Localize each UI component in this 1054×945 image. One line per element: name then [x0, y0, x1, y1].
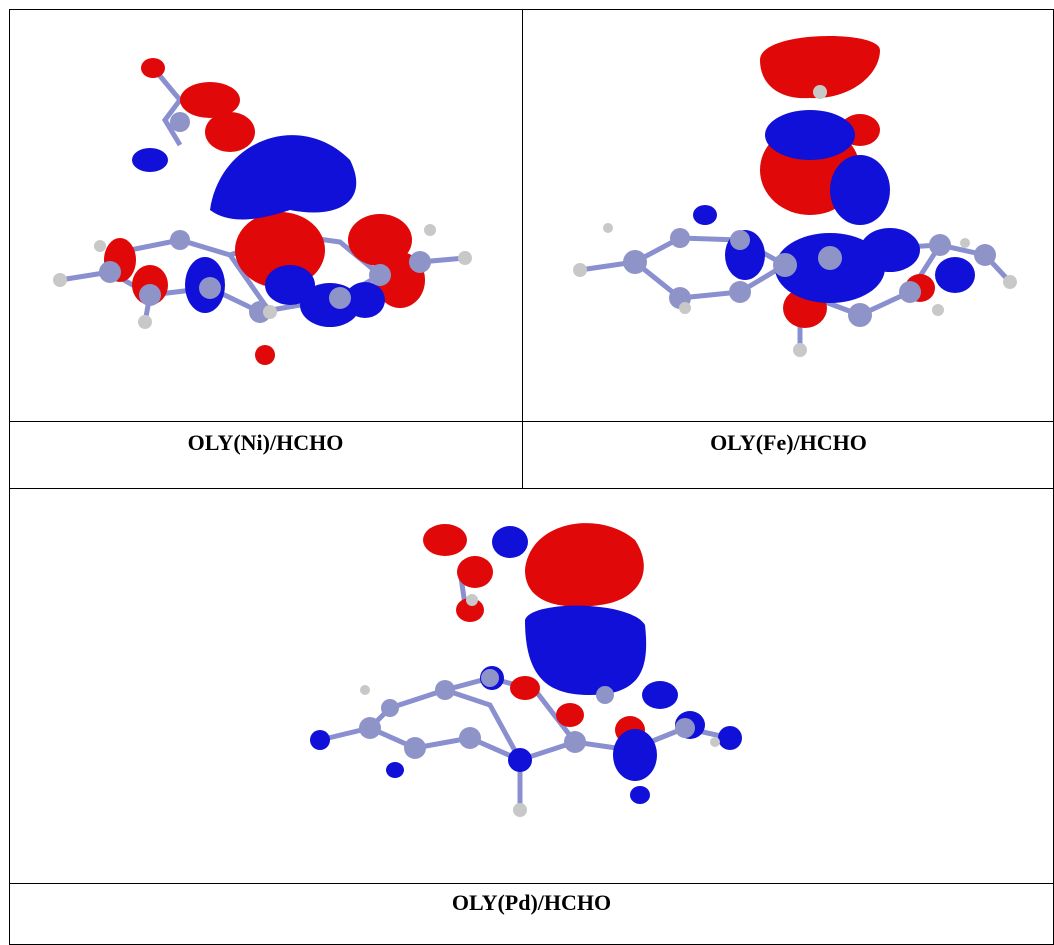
oly-pd-hcho-figure	[310, 523, 742, 817]
row-divider	[9, 488, 1054, 489]
row-divider	[9, 883, 1054, 884]
oly-pd-hcho-caption: OLY(Pd)/HCHO	[451, 890, 612, 915]
oly-ni-hcho-figure	[53, 58, 472, 365]
column-divider	[522, 9, 523, 489]
oly-ni-hcho-caption: OLY(Ni)/HCHO	[187, 430, 344, 455]
oly-fe-hcho-caption: OLY(Fe)/HCHO	[710, 430, 867, 455]
oly-fe-hcho-figure	[573, 36, 1017, 357]
row-divider	[9, 421, 1054, 422]
